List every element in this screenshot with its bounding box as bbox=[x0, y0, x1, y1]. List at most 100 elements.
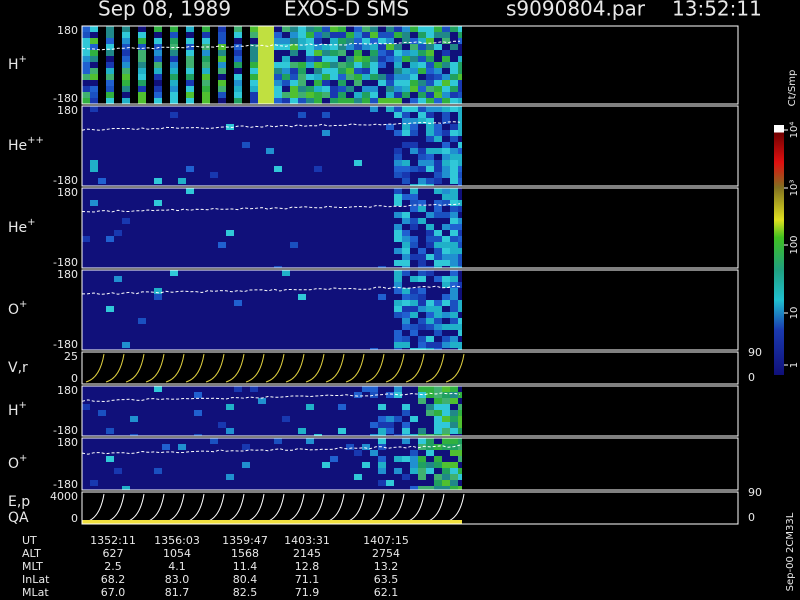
spectrogram-cell bbox=[250, 92, 258, 98]
spectrogram-cell bbox=[154, 468, 162, 474]
spectrogram-cell bbox=[290, 80, 298, 86]
spectrogram-cell bbox=[122, 32, 130, 38]
spectrogram-cell bbox=[418, 248, 426, 254]
spectrogram-cell bbox=[426, 50, 434, 56]
spectrogram-cell bbox=[154, 288, 162, 294]
spectrogram-cell bbox=[106, 92, 114, 98]
spectrogram-cell bbox=[258, 86, 266, 92]
spectrogram-cell bbox=[410, 218, 418, 224]
spectrogram-cell bbox=[106, 62, 114, 68]
spectrogram-cell bbox=[330, 38, 338, 44]
spectrogram-cell bbox=[274, 92, 282, 98]
spectrogram-cell bbox=[314, 434, 322, 436]
spectrogram-cell bbox=[394, 392, 402, 398]
spectrogram-cell bbox=[306, 438, 314, 444]
spectrogram-cell bbox=[162, 98, 170, 104]
spectrogram-cell bbox=[434, 230, 442, 236]
spectrogram-cell bbox=[370, 392, 378, 398]
spectrogram-cell bbox=[450, 80, 458, 86]
spectrogram-cell bbox=[282, 38, 290, 44]
spectrogram-cell bbox=[418, 26, 426, 32]
spectrogram-cell bbox=[146, 50, 154, 56]
spectrogram-cell bbox=[114, 56, 122, 62]
spectrogram-cell bbox=[354, 44, 362, 50]
spectrogram-cell bbox=[178, 444, 186, 450]
spectrogram-cell bbox=[178, 62, 186, 68]
spectrogram-cell bbox=[122, 98, 130, 104]
spectrogram-cell bbox=[162, 74, 170, 80]
spectrogram-cell bbox=[434, 416, 442, 422]
spectrogram-cell bbox=[90, 106, 98, 112]
spectrogram-cell bbox=[162, 32, 170, 38]
spectrogram-cell bbox=[458, 282, 462, 288]
spectrogram-cell bbox=[266, 80, 274, 86]
spectrogram-cell bbox=[394, 80, 402, 86]
label-base: H bbox=[8, 57, 19, 73]
spectrogram-cell bbox=[402, 294, 410, 300]
spectrogram-cell bbox=[98, 44, 106, 50]
spectrogram-cell bbox=[162, 62, 170, 68]
spectrogram-cell bbox=[314, 98, 322, 104]
spectrogram-cell bbox=[234, 80, 242, 86]
spectrogram-cell bbox=[418, 154, 426, 160]
spectrogram-cell bbox=[394, 236, 402, 242]
spectrogram-cell bbox=[434, 106, 442, 112]
spectrogram-cell bbox=[450, 166, 458, 172]
spectrogram-cell bbox=[458, 324, 462, 330]
spectrogram-cell bbox=[202, 62, 210, 68]
spectrogram-cell bbox=[378, 428, 386, 434]
spectrogram-cell bbox=[402, 212, 410, 218]
spectrogram-cell bbox=[138, 98, 146, 104]
footer-value: 13.2 bbox=[374, 560, 399, 573]
spectrogram-cell bbox=[418, 276, 426, 282]
spectrogram-cell bbox=[458, 486, 462, 490]
spectrogram-cell bbox=[370, 50, 378, 56]
spectrogram-cell bbox=[354, 450, 362, 456]
spectrogram-cell bbox=[410, 486, 418, 490]
spectrogram-cell bbox=[330, 92, 338, 98]
footer-value: 71.9 bbox=[295, 586, 320, 599]
spectrogram-cell bbox=[394, 306, 402, 312]
spectrogram-cell bbox=[330, 456, 338, 462]
spectrogram-cell bbox=[370, 422, 378, 428]
spectrogram-cell bbox=[130, 74, 138, 80]
spectrogram-cell bbox=[418, 160, 426, 166]
spectrogram-cell bbox=[386, 392, 394, 398]
spectrogram-cell bbox=[410, 456, 418, 462]
spectrogram-cell bbox=[426, 44, 434, 50]
spectrogram-cell bbox=[202, 86, 210, 92]
spectrogram-cell bbox=[386, 480, 394, 486]
spectrogram-cell bbox=[458, 392, 462, 398]
spectrogram-cell bbox=[194, 26, 202, 32]
spectrogram-cell bbox=[346, 44, 354, 50]
spectrogram-cell bbox=[114, 32, 122, 38]
spectrogram-cell bbox=[98, 62, 106, 68]
spectrogram-cell bbox=[322, 130, 330, 136]
spectrogram-cell bbox=[194, 68, 202, 74]
panel-frame bbox=[81, 351, 739, 385]
spectrogram-cell bbox=[442, 242, 450, 248]
spectrogram-cell bbox=[226, 56, 234, 62]
spectrogram-cell bbox=[298, 26, 306, 32]
colorbar bbox=[774, 125, 784, 375]
spectrogram-cell bbox=[418, 106, 426, 112]
spectrogram-cell bbox=[402, 86, 410, 92]
spectrogram-cell bbox=[426, 306, 434, 312]
spectrogram-cell bbox=[226, 230, 234, 236]
spectrogram-cell bbox=[242, 56, 250, 62]
spectrogram-cell bbox=[442, 398, 450, 404]
sweep-curve bbox=[85, 353, 105, 383]
spectrogram-cell bbox=[410, 242, 418, 248]
spectrogram-cell bbox=[450, 86, 458, 92]
spectrogram-cell bbox=[106, 32, 114, 38]
spectrogram-cell bbox=[250, 56, 258, 62]
sweep-curve bbox=[425, 353, 445, 383]
spectrogram-cell bbox=[434, 404, 442, 410]
spectrogram-cell bbox=[450, 148, 458, 154]
spectrogram-cell bbox=[82, 38, 90, 44]
spectrogram-cell bbox=[130, 86, 138, 92]
spectrogram-cell bbox=[130, 92, 138, 98]
spectrogram-cell bbox=[370, 32, 378, 38]
spectrogram-cell bbox=[306, 32, 314, 38]
pitch-angle-trace bbox=[81, 392, 461, 403]
